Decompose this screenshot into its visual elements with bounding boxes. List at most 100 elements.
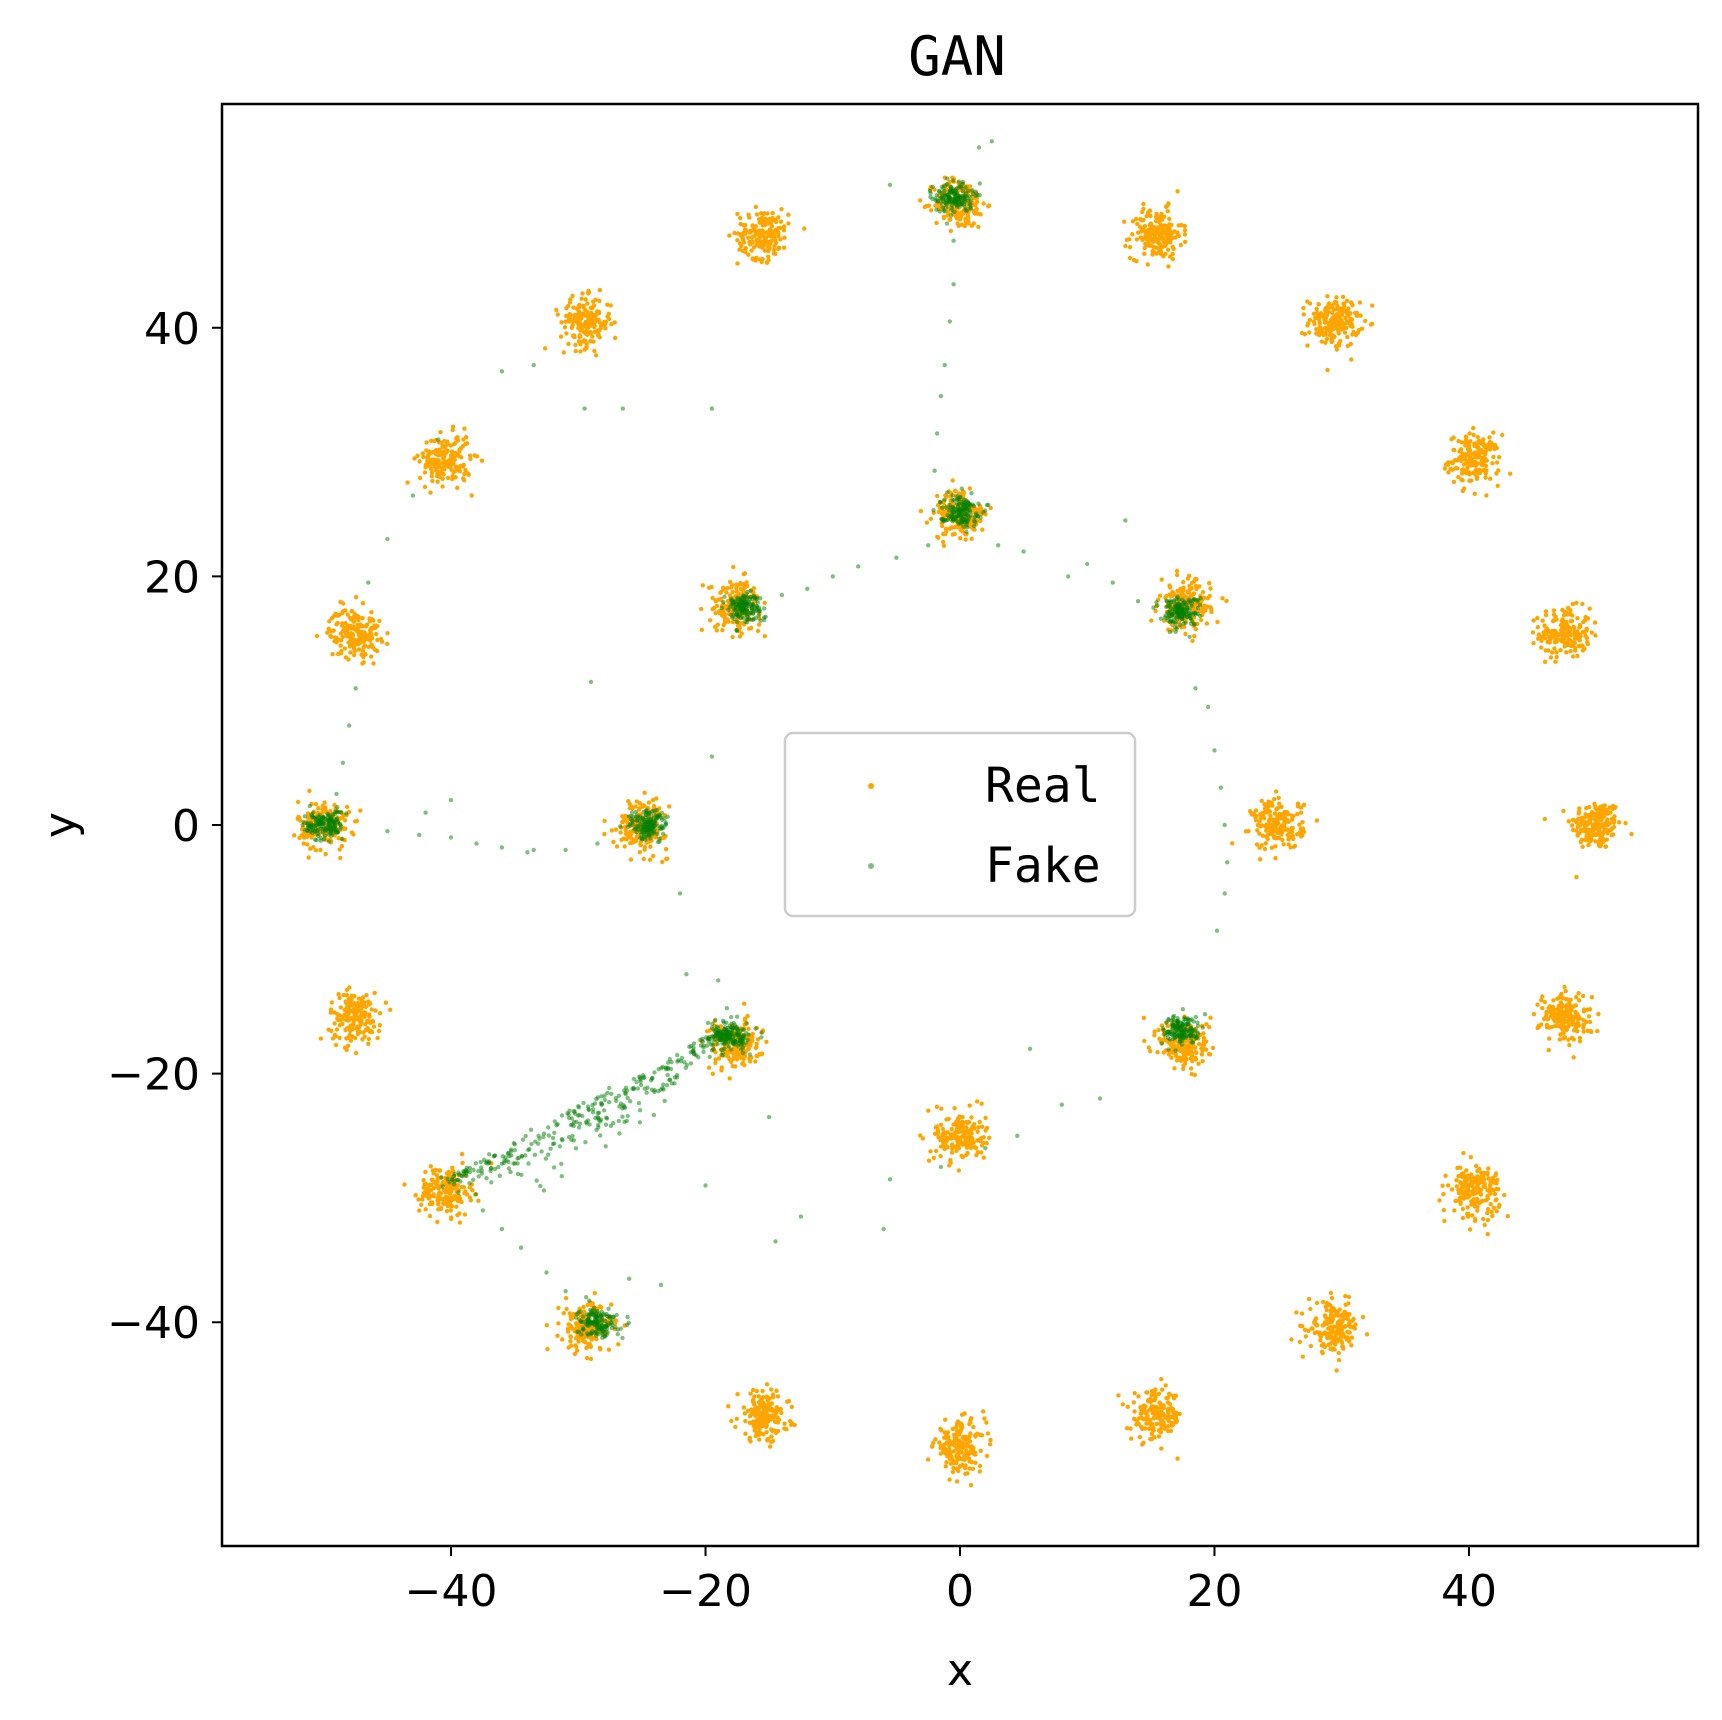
real-point [1333, 1309, 1338, 1314]
real-point [660, 859, 665, 865]
real-point [1616, 820, 1622, 825]
real-point [364, 636, 369, 642]
real-point [704, 1029, 710, 1034]
real-point [1473, 1163, 1479, 1169]
real-point [979, 1101, 984, 1106]
real-point [753, 1059, 758, 1064]
real-point [1554, 1014, 1559, 1019]
real-point [746, 1026, 751, 1032]
real-point [1349, 322, 1354, 327]
real-point [936, 1135, 941, 1140]
real-point [440, 484, 445, 489]
real-point [786, 212, 791, 217]
real-point [469, 493, 474, 498]
real-point [1143, 241, 1148, 247]
real-point [412, 456, 417, 461]
real-point [1483, 456, 1488, 461]
real-point [1546, 1047, 1551, 1053]
real-point [377, 1022, 382, 1028]
real-point [1151, 249, 1156, 254]
real-point [963, 220, 968, 225]
real-point [345, 1043, 351, 1049]
real-point [357, 1004, 362, 1009]
real-point [343, 999, 348, 1004]
real-point [967, 1466, 972, 1471]
real-point [1465, 1205, 1470, 1210]
real-point [1254, 842, 1260, 847]
real-point [356, 617, 361, 623]
real-point [562, 325, 568, 330]
real-point [953, 214, 958, 219]
real-point [323, 851, 328, 857]
real-point [1474, 441, 1480, 447]
real-point [776, 245, 782, 251]
real-point [1170, 251, 1175, 257]
real-point [1253, 808, 1259, 813]
real-point [1474, 475, 1480, 480]
real-point [1583, 633, 1588, 638]
real-point [1471, 425, 1476, 431]
real-point [1174, 572, 1180, 578]
real-point [969, 1444, 974, 1449]
real-point [1491, 430, 1496, 435]
real-point [1140, 209, 1145, 215]
real-point [1198, 617, 1204, 623]
real-point [1483, 1198, 1489, 1203]
real-point [762, 600, 767, 606]
real-point [1491, 1205, 1497, 1211]
real-point [726, 1404, 731, 1409]
real-point [1297, 822, 1302, 827]
real-point [775, 1415, 780, 1420]
real-point [641, 856, 646, 862]
real-point [775, 1420, 780, 1425]
real-point [1346, 306, 1351, 311]
real-point [1177, 1411, 1182, 1417]
real-point [1595, 816, 1600, 822]
real-point [1291, 836, 1296, 842]
real-point [590, 305, 595, 311]
real-point [720, 627, 725, 633]
real-point [1170, 590, 1175, 595]
real-point [1551, 1017, 1557, 1022]
real-point [753, 224, 758, 229]
real-point [341, 992, 346, 998]
real-point [1175, 189, 1180, 194]
real-point [699, 627, 704, 632]
real-point [314, 633, 320, 639]
real-point [1257, 812, 1263, 818]
real-point [1480, 440, 1485, 445]
real-point [590, 334, 595, 339]
real-point [345, 1016, 351, 1022]
real-point [450, 460, 455, 466]
real-point [964, 1444, 970, 1449]
real-point [737, 247, 742, 252]
real-point [1488, 476, 1493, 481]
real-point [366, 1036, 372, 1042]
real-point [321, 807, 326, 812]
real-point [742, 1001, 747, 1006]
real-point [648, 844, 653, 849]
real-point [974, 1099, 980, 1104]
real-point [1471, 1175, 1477, 1181]
real-point [1278, 824, 1284, 830]
real-point [1554, 617, 1559, 622]
real-point [757, 1437, 762, 1442]
real-point [1573, 1003, 1579, 1008]
real-point [750, 1398, 756, 1403]
real-point [973, 1145, 979, 1151]
real-point [570, 333, 576, 339]
real-point [774, 1388, 779, 1393]
real-point [1190, 592, 1195, 597]
real-point [1561, 613, 1567, 618]
real-point [424, 448, 429, 453]
real-point [353, 595, 359, 600]
real-point [752, 1402, 757, 1407]
real-point [741, 1405, 747, 1410]
real-point [560, 1337, 565, 1342]
real-point [954, 1479, 960, 1484]
real-point [429, 470, 435, 475]
real-point [711, 605, 717, 611]
real-point [1464, 1168, 1469, 1173]
real-point [376, 1028, 382, 1034]
real-point [960, 1435, 965, 1440]
